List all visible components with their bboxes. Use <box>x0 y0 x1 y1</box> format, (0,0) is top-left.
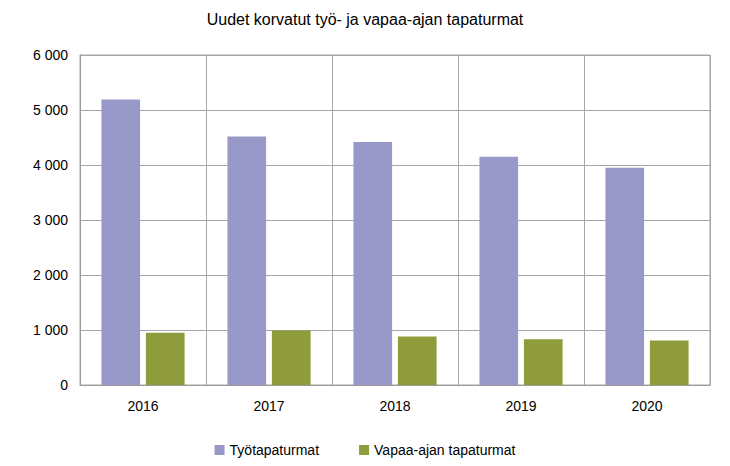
svg-text:4 000: 4 000 <box>33 157 68 173</box>
svg-text:2017: 2017 <box>253 398 284 414</box>
svg-text:0: 0 <box>60 377 68 393</box>
svg-text:Vapaa-ajan tapaturmat: Vapaa-ajan tapaturmat <box>374 442 515 458</box>
svg-text:1 000: 1 000 <box>33 322 68 338</box>
svg-text:Uudet korvatut työ- ja vapaa-a: Uudet korvatut työ- ja vapaa-ajan tapatu… <box>207 11 524 28</box>
svg-text:3 000: 3 000 <box>33 212 68 228</box>
svg-text:2018: 2018 <box>379 398 410 414</box>
svg-text:2 000: 2 000 <box>33 267 68 283</box>
svg-text:2016: 2016 <box>127 398 158 414</box>
svg-text:2020: 2020 <box>631 398 662 414</box>
svg-text:5 000: 5 000 <box>33 102 68 118</box>
svg-text:2019: 2019 <box>505 398 536 414</box>
svg-text:6 000: 6 000 <box>33 47 68 63</box>
svg-text:Työtapaturmat: Työtapaturmat <box>230 442 320 458</box>
